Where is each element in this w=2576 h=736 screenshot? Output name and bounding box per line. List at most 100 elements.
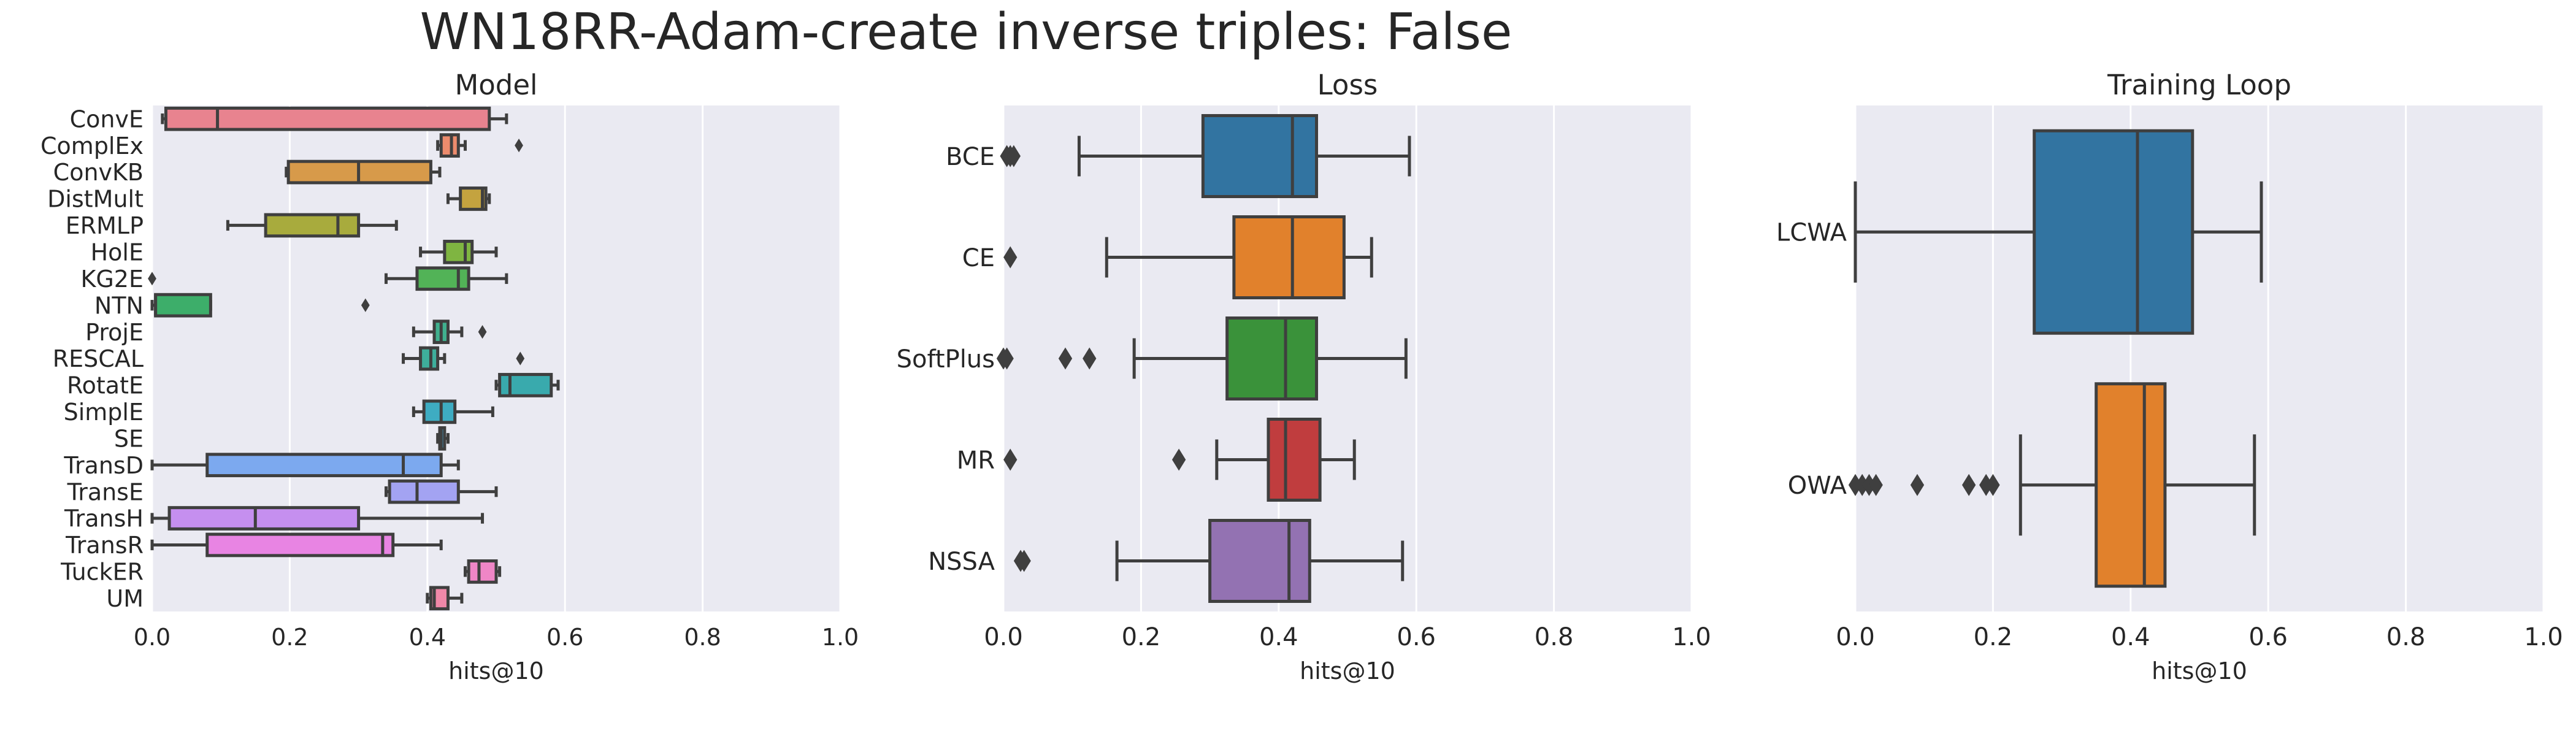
y-tick-label: OWA <box>1788 472 1847 500</box>
x-tick-label: 1.0 <box>1672 623 1711 651</box>
subplot-loss: 0.0 0.2 0.4 0.6 0.8 1.0 Loss hits@10 BCE CE SoftPl… <box>897 69 1711 684</box>
x-tick-label: 0.6 <box>546 624 583 651</box>
box-transe: TransE <box>67 478 498 505</box>
outlier-point <box>1979 473 1993 496</box>
outlier-point <box>1171 448 1186 471</box>
subplot-title: Training Loop <box>2107 69 2291 101</box>
x-tick-label: 0.2 <box>1974 623 2013 651</box>
x-tick-label: 1.0 <box>822 624 859 651</box>
y-tick-label: NTN <box>94 292 144 319</box>
y-tick-label: KG2E <box>80 266 144 293</box>
box-mr: MR <box>957 418 1356 502</box>
x-tick-label: 0.2 <box>271 624 308 651</box>
box-body <box>388 479 460 504</box>
y-tick-label: TransR <box>65 532 144 559</box>
y-tick-label: ConvKB <box>53 159 144 186</box>
subplot-model: 0.0 0.2 0.4 0.6 0.8 1.0 Model hits@10 ConvECompl… <box>40 69 859 684</box>
y-tick-label: ComplEx <box>40 132 144 159</box>
box-kg2e: KG2E <box>80 266 508 293</box>
box-rescal: RESCAL <box>53 345 525 372</box>
y-tick-label: TransE <box>67 478 144 505</box>
x-tick-label: 0.6 <box>1397 623 1436 651</box>
x-tick-label: 0.8 <box>2386 623 2426 651</box>
box-body <box>1225 316 1319 401</box>
box-complex: ComplEx <box>40 132 523 159</box>
box-transh: TransH <box>64 505 485 532</box>
box-proje: ProjE <box>85 319 487 346</box>
box-body <box>439 133 460 158</box>
box-body <box>205 453 443 478</box>
box-body <box>164 106 491 131</box>
outlier-point <box>1058 347 1073 370</box>
x-tick-label: 1.0 <box>2524 623 2563 651</box>
box-distmult: DistMult <box>47 186 491 213</box>
y-tick-label: CE <box>962 244 995 272</box>
box-body <box>443 239 474 264</box>
x-tick-label: 0.4 <box>1259 623 1298 651</box>
plot-area <box>1855 105 2543 611</box>
x-axis-label: hits@10 <box>2152 657 2247 684</box>
y-tick-label: MR <box>957 447 995 475</box>
y-tick-label: UM <box>106 585 144 612</box>
box-rotate: RotatE <box>67 372 560 399</box>
figure-title: WN18RR-Adam-create inverse triples: Fals… <box>420 3 1512 61</box>
y-tick-label: ERMLP <box>66 212 144 239</box>
outlier-point <box>1003 246 1018 269</box>
outlier-point <box>1910 473 1925 496</box>
y-tick-label: HolE <box>91 239 144 266</box>
outlier-point <box>478 324 487 339</box>
outlier-point <box>1848 473 1863 496</box>
box-body <box>2033 129 2195 335</box>
box-body <box>422 399 457 424</box>
y-tick-label: SimplE <box>64 399 144 426</box>
box-body <box>498 373 553 397</box>
outlier-point <box>1017 550 1031 572</box>
y-tick-label: TransD <box>63 452 144 479</box>
box-softplus: SoftPlus <box>897 316 1408 401</box>
box-ermlp: ERMLP <box>66 212 398 239</box>
box-hole: HolE <box>91 239 498 266</box>
box-transr: TransR <box>65 532 443 559</box>
box-ntn: NTN <box>94 292 370 319</box>
y-tick-label: TuckER <box>60 559 144 586</box>
box-body <box>419 346 440 371</box>
subplot-title: Model <box>454 69 537 101</box>
box-body <box>415 266 470 291</box>
y-tick-label: RESCAL <box>53 345 144 372</box>
box-nssa: NSSA <box>928 519 1405 603</box>
box-body <box>1208 519 1311 603</box>
box-body <box>1232 215 1346 299</box>
outlier-point <box>1855 473 1869 496</box>
box-bce: BCE <box>946 114 1411 198</box>
x-tick-label: 0.8 <box>684 624 721 651</box>
y-tick-label: SE <box>114 425 144 452</box>
box-body <box>1267 418 1322 502</box>
box-body <box>264 213 361 238</box>
x-axis-label: hits@10 <box>1300 657 1395 684</box>
outlier-point <box>361 298 370 312</box>
box-um: UM <box>106 585 464 612</box>
box-body <box>467 559 498 584</box>
outlier-point <box>1006 145 1021 167</box>
x-tick-label: 0.2 <box>1122 623 1161 651</box>
x-axis-label: hits@10 <box>448 657 544 684</box>
y-tick-label: DistMult <box>47 186 144 213</box>
y-tick-label: LCWA <box>1776 219 1847 247</box>
box-body <box>167 506 361 531</box>
box-owa: OWA <box>1788 382 2256 588</box>
outlier-point <box>515 139 523 153</box>
x-tick-label: 0.4 <box>409 624 446 651</box>
box-ce: CE <box>962 215 1373 299</box>
x-tick-label: 0.6 <box>2248 623 2288 651</box>
outlier-point <box>1986 473 2000 496</box>
box-simple: SimplE <box>64 399 494 426</box>
y-tick-label: ConvE <box>70 105 144 132</box>
x-tick-label: 0.0 <box>1836 623 1875 651</box>
subplot-title: Loss <box>1317 69 1378 101</box>
box-transd: TransD <box>63 452 460 479</box>
x-tick-label: 0.8 <box>1535 623 1574 651</box>
box-body <box>154 293 212 318</box>
box-body <box>1201 114 1319 198</box>
x-tick-label: 0.0 <box>984 623 1023 651</box>
